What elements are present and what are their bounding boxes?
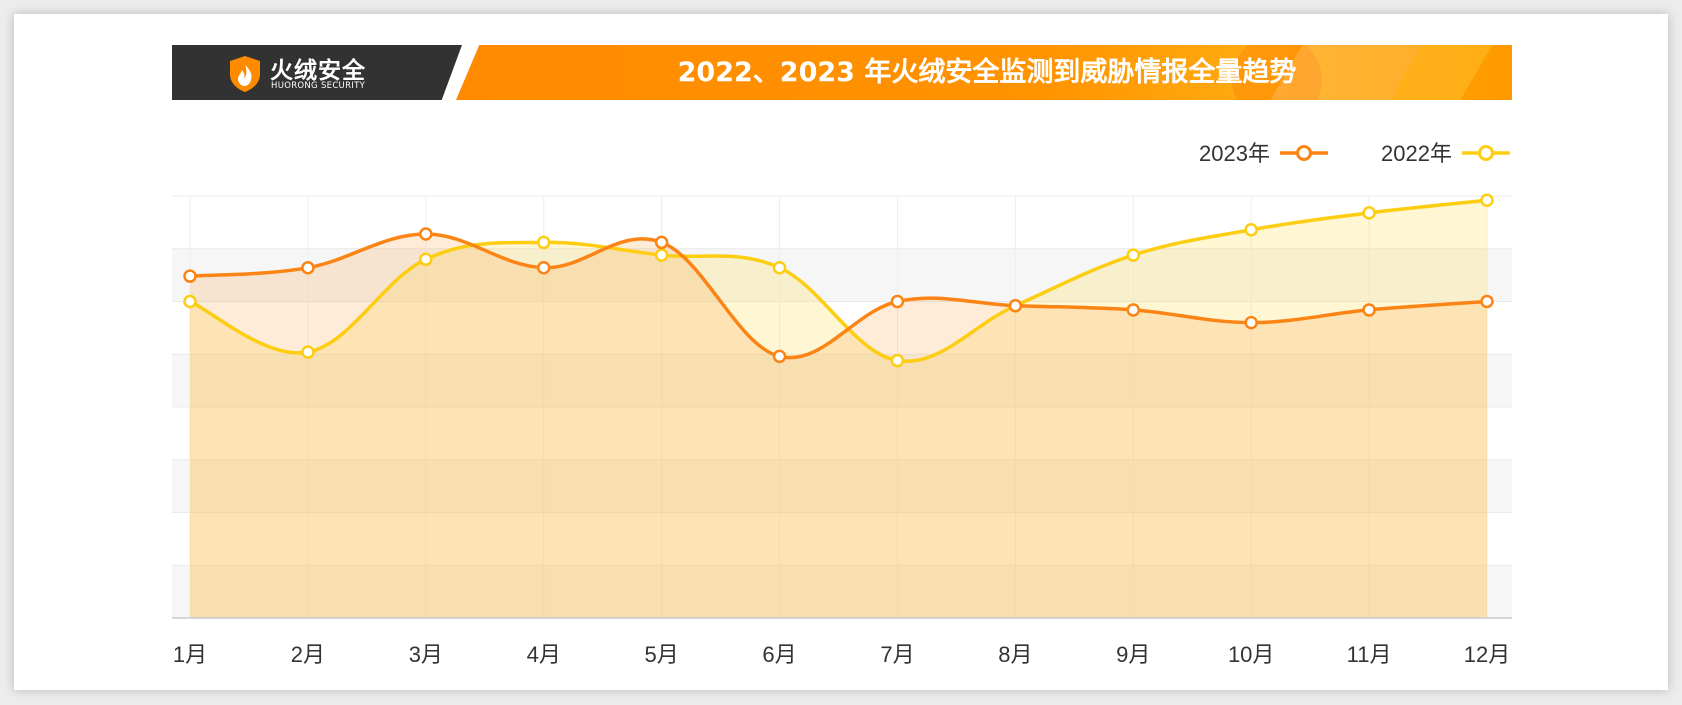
x-tick-label: 11月 xyxy=(1347,642,1392,667)
legend-swatch-marker xyxy=(1296,145,1312,161)
data-point xyxy=(183,294,197,309)
x-tick-label: 4月 xyxy=(527,642,561,667)
x-tick-label: 2月 xyxy=(291,642,325,667)
data-point xyxy=(1362,206,1376,220)
data-point xyxy=(419,227,433,241)
x-tick-label: 5月 xyxy=(645,642,679,667)
data-point xyxy=(1244,223,1258,237)
x-tick-label: 3月 xyxy=(409,642,443,667)
data-point xyxy=(419,252,433,267)
data-point xyxy=(1362,303,1376,317)
data-point xyxy=(1126,303,1141,317)
data-point xyxy=(1480,294,1494,309)
grid-band xyxy=(172,248,1512,302)
x-tick-label: 6月 xyxy=(762,642,796,667)
x-tick-label: 10月 xyxy=(1228,642,1274,667)
x-tick-label: 7月 xyxy=(880,642,914,667)
x-tick-label: 8月 xyxy=(998,642,1032,667)
legend-label: 2022年 xyxy=(1381,141,1452,166)
data-point xyxy=(1244,315,1258,330)
title-banner: 火绒安全 HUORONG SECURITY 2022、2023 年火绒安全监测到… xyxy=(172,45,1512,100)
data-point xyxy=(1126,248,1141,262)
data-point xyxy=(301,260,315,275)
legend-swatch-marker xyxy=(1478,145,1494,161)
x-tick-label: 9月 xyxy=(1116,642,1150,667)
data-point xyxy=(890,353,905,368)
data-point xyxy=(654,248,669,262)
data-point xyxy=(654,235,669,250)
huorong-shield-icon xyxy=(230,56,260,92)
data-point xyxy=(301,345,315,359)
data-point xyxy=(536,260,551,275)
data-point xyxy=(183,269,197,283)
data-point xyxy=(536,235,551,250)
chart-title: 2022、2023 年火绒安全监测到威胁情报全量趋势 xyxy=(677,57,1297,88)
data-point xyxy=(1008,298,1023,313)
data-point xyxy=(772,260,787,275)
data-point xyxy=(1480,193,1494,207)
banner-decoration xyxy=(1232,45,1322,100)
title-panel xyxy=(456,45,1512,100)
series-area-1 xyxy=(190,200,1487,618)
x-tick-label: 12月 xyxy=(1464,642,1510,667)
grid-band xyxy=(172,565,1512,618)
data-point xyxy=(890,294,905,309)
series-area-0 xyxy=(190,234,1487,618)
grid-band xyxy=(172,459,1512,513)
grid-band xyxy=(172,354,1512,407)
logo-text-en: HUORONG SECURITY xyxy=(271,81,366,91)
logo-text-cn: 火绒安全 xyxy=(270,58,366,84)
data-point xyxy=(772,349,787,364)
legend-label: 2023年 xyxy=(1199,141,1270,166)
x-tick-label: 1月 xyxy=(173,642,207,667)
logo-panel: 火绒安全 HUORONG SECURITY xyxy=(172,45,462,100)
